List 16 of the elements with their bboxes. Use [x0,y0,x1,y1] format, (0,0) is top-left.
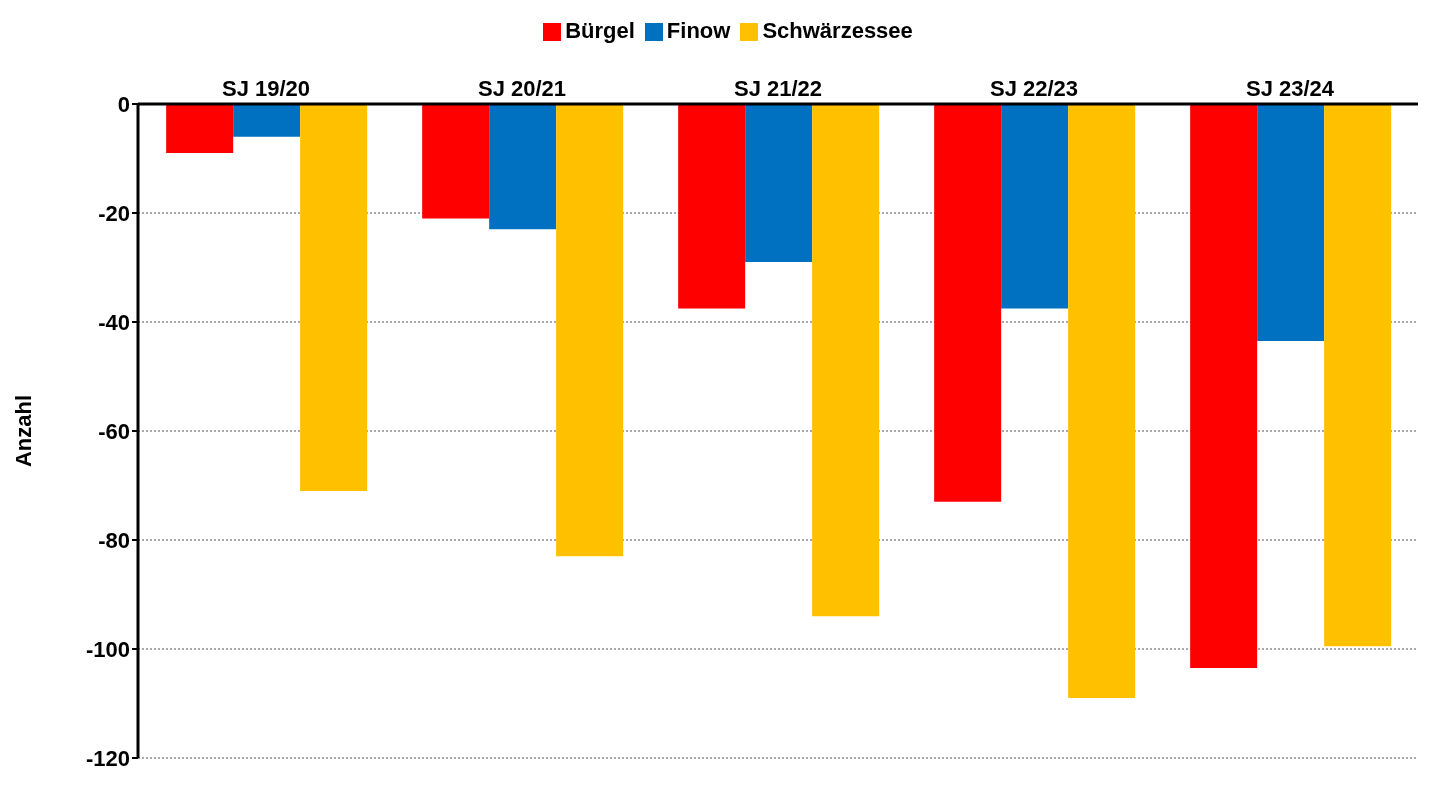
y-tick-label: -20 [98,200,130,226]
legend-label: Schwärzessee [762,18,913,43]
y-tick-label: -100 [85,636,130,662]
x-tick-label: SJ 21/22 [733,76,823,101]
y-tick-label: -40 [98,309,130,335]
y-tick-label: -60 [98,418,130,444]
legend-label: Bürgel [565,18,635,43]
y-tick-label: 0 [117,91,130,117]
y-axis-title: Anzahl [10,394,36,468]
x-tick-label: SJ 20/21 [477,76,567,101]
y-tick-label: -80 [98,527,130,553]
x-tick-label: SJ 23/24 [1245,76,1335,101]
x-tick-label: SJ 19/20 [221,76,311,101]
y-tick-label: -120 [85,745,130,771]
x-tick-label: SJ 22/23 [989,76,1079,101]
legend-label: Finow [666,18,731,43]
